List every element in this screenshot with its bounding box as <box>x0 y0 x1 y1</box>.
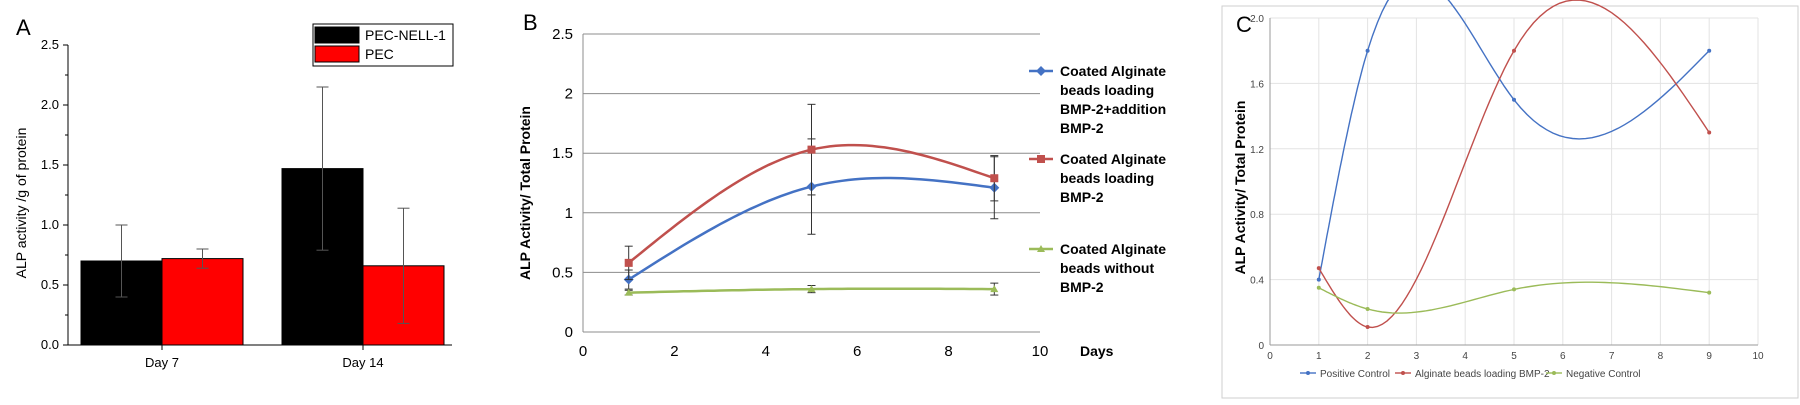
b-legend-label: Coated Alginate beads loading BMP-2+additi… <box>1060 63 1166 136</box>
c-y-tick-label: 2.0 <box>1250 14 1264 25</box>
a-y-tick-label: 2.5 <box>41 37 59 52</box>
c-point <box>1512 97 1516 102</box>
c-x-tick-label: 6 <box>1560 351 1566 362</box>
c-legend-marker <box>1306 371 1310 375</box>
c-point <box>1365 325 1370 330</box>
c-series-line <box>1318 281 1710 314</box>
a-legend-swatch <box>314 26 360 44</box>
b-y-tick-label: 0 <box>565 324 573 341</box>
c-x-tick-label: 9 <box>1706 351 1712 362</box>
c-y-tick-label: 1.2 <box>1250 145 1264 156</box>
c-frame <box>1221 5 1799 399</box>
c-x-tick-label: 3 <box>1414 351 1420 362</box>
c-legend-label: Negative Control <box>1566 369 1640 380</box>
a-legend-label: PEC-NELL-1 <box>365 27 446 43</box>
a-y-tick-label: 0.0 <box>41 337 59 352</box>
b-y-tick-label: 1 <box>565 205 573 222</box>
c-point <box>1365 307 1370 312</box>
c-x-tick-label: 2 <box>1365 351 1371 362</box>
c-y-tick-label: 0.8 <box>1250 210 1264 221</box>
c-series-line <box>1318 0 1710 280</box>
a-y-tick-label: 1.0 <box>41 217 59 232</box>
b-point <box>624 288 633 296</box>
c-legend-label: Positive Control <box>1320 369 1390 380</box>
b-x-tick-label: 8 <box>944 343 952 360</box>
b-x-tick-label: 4 <box>762 343 770 360</box>
c-x-tick-label: 8 <box>1658 351 1664 362</box>
c-point <box>1316 266 1321 271</box>
a-y-tick-label: 1.5 <box>41 157 59 172</box>
c-x-tick-label: 0 <box>1267 351 1273 362</box>
b-legend-marker <box>1037 245 1045 252</box>
c-x-tick-label: 5 <box>1511 351 1517 362</box>
c-point <box>1707 130 1712 135</box>
c-series-line <box>1318 0 1710 329</box>
b-y-axis-label: ALP Activity/ Total Protein <box>517 106 533 280</box>
panel-a-letter: A <box>16 15 31 40</box>
c-y-tick-label: 1.6 <box>1250 79 1264 90</box>
a-bar <box>161 258 244 346</box>
b-point <box>624 258 633 267</box>
a-x-tick-label: Day 7 <box>145 355 179 370</box>
b-y-tick-label: 2.5 <box>552 26 573 43</box>
b-legend-label: Coated Alginate beads without BMP-2 <box>1060 241 1166 295</box>
c-point <box>1707 290 1712 295</box>
c-legend-marker <box>1552 371 1556 375</box>
c-point <box>1316 285 1321 290</box>
a-y-axis-label: ALP activity /g of protein <box>13 128 29 279</box>
c-point <box>1512 48 1516 53</box>
b-x-tick-label: 0 <box>579 343 587 360</box>
a-y-tick-label: 0.5 <box>41 277 59 292</box>
c-y-tick-label: 0 <box>1258 341 1264 352</box>
b-legend-marker <box>1036 66 1046 76</box>
b-x-axis-label: Days <box>1080 343 1114 359</box>
b-point <box>807 145 816 154</box>
b-y-tick-label: 2 <box>565 86 573 103</box>
c-point <box>1707 48 1712 53</box>
a-legend-label: PEC <box>365 46 394 62</box>
panel-c-chart: 0 0.4 0.8 1.2 1.6 2.0 0 1 2 3 4 5 6 7 8 9 10 ALP Activity… <box>1221 0 1799 399</box>
c-y-tick-label: 0.4 <box>1250 276 1264 287</box>
b-x-tick-label: 6 <box>853 343 861 360</box>
b-point <box>990 285 999 293</box>
b-legend-marker <box>1037 155 1045 163</box>
b-x-tick-label: 10 <box>1032 343 1049 360</box>
c-point <box>1365 48 1370 53</box>
c-x-tick-label: 1 <box>1316 351 1322 362</box>
a-x-tick-label: Day 14 <box>342 355 383 370</box>
c-point <box>1512 287 1516 292</box>
c-x-tick-label: 10 <box>1752 351 1764 362</box>
a-legend-swatch <box>314 45 360 63</box>
a-y-tick-label: 2.0 <box>41 97 59 112</box>
panel-c-letter: C <box>1236 12 1252 37</box>
panel-b-chart: 0 0.5 1 1.5 2 2.5 0 2 4 6 8 10 Days ALP Activity/ Tot… <box>517 26 1166 360</box>
c-legend-marker <box>1401 371 1405 375</box>
b-x-tick-label: 2 <box>670 343 678 360</box>
c-x-tick-label: 4 <box>1462 351 1468 362</box>
b-legend-label: Coated Alginate beads loading BMP-2 <box>1060 151 1166 205</box>
c-y-axis-label: ALP Activity/ Total Protein <box>1232 101 1248 275</box>
b-point <box>990 174 999 183</box>
b-y-tick-label: 0.5 <box>552 264 573 281</box>
b-point <box>807 285 816 293</box>
c-point <box>1316 277 1321 282</box>
c-legend-label: Alginate beads loading BMP-2 <box>1415 369 1550 380</box>
b-y-tick-label: 1.5 <box>552 145 573 162</box>
panel-b-letter: B <box>523 10 538 35</box>
panel-a-chart: 0.0 0.5 1.0 1.5 2.0 2.5 ALP activity /g of pro… <box>13 23 454 370</box>
c-x-tick-label: 7 <box>1609 351 1615 362</box>
